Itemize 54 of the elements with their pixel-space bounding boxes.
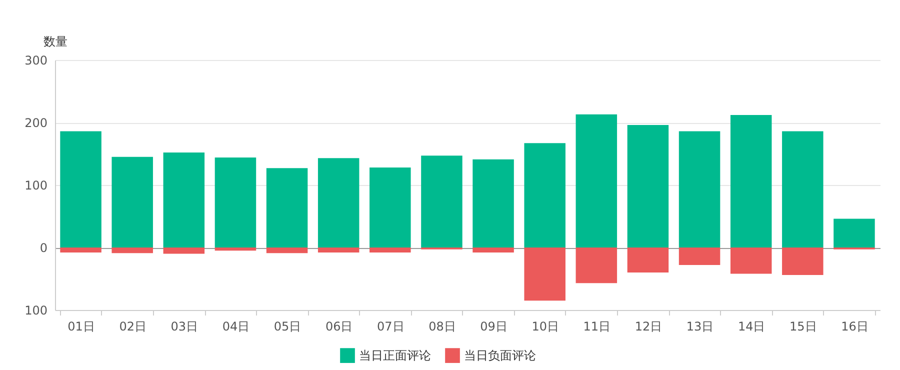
x-tick-label: 04日 (222, 320, 250, 334)
bar (266, 168, 308, 248)
y-axis-title: 数量 (44, 34, 68, 48)
bar (576, 248, 618, 284)
x-tick-label: 11日 (583, 320, 611, 334)
bar (60, 248, 102, 252)
bar (627, 125, 669, 248)
legend-label: 当日负面评论 (464, 348, 536, 363)
bar (370, 168, 411, 248)
bar (214, 248, 256, 251)
x-tick-label: 07日 (377, 320, 404, 334)
x-tick-label: 08日 (428, 320, 456, 334)
bar (370, 248, 411, 252)
x-tick-label: 10日 (532, 320, 559, 334)
bar (782, 131, 824, 248)
bar (782, 248, 824, 275)
y-tick-label: 200 (24, 116, 48, 130)
x-tick-label: 12日 (634, 320, 662, 334)
bar (472, 159, 514, 248)
bar (266, 248, 308, 254)
x-tick-label: 05日 (274, 320, 302, 334)
bar (472, 248, 514, 252)
x-tick-label: 02日 (119, 320, 146, 334)
bar (112, 248, 153, 254)
bar (678, 131, 720, 248)
bar (421, 156, 462, 248)
bar (214, 158, 256, 248)
bar (163, 248, 205, 254)
bar (524, 143, 566, 248)
y-tick-label: 0 (40, 241, 48, 255)
bar (318, 158, 360, 248)
y-tick-label: 100 (24, 304, 48, 318)
y-tick-label: 300 (24, 54, 48, 68)
bar (163, 152, 205, 248)
bar (576, 114, 618, 248)
bar (730, 115, 772, 248)
bar (318, 248, 360, 252)
x-tick-label: 16日 (841, 320, 868, 334)
x-tick-label: 09日 (480, 320, 508, 334)
x-tick-label: 06日 (325, 320, 353, 334)
bar (524, 248, 566, 301)
bar (627, 248, 669, 272)
x-tick-label: 15日 (790, 320, 817, 334)
bar (834, 218, 875, 248)
x-tick-label: 03日 (170, 320, 198, 334)
bar (730, 248, 772, 274)
bar (112, 156, 153, 248)
legend-label: 当日正面评论 (359, 348, 431, 363)
bar (60, 131, 102, 248)
x-tick-label: 14日 (738, 320, 766, 334)
x-tick-label: 13日 (686, 320, 714, 334)
y-tick-label: 100 (24, 178, 48, 192)
x-tick-label: 01日 (68, 320, 95, 334)
bar (678, 248, 720, 265)
